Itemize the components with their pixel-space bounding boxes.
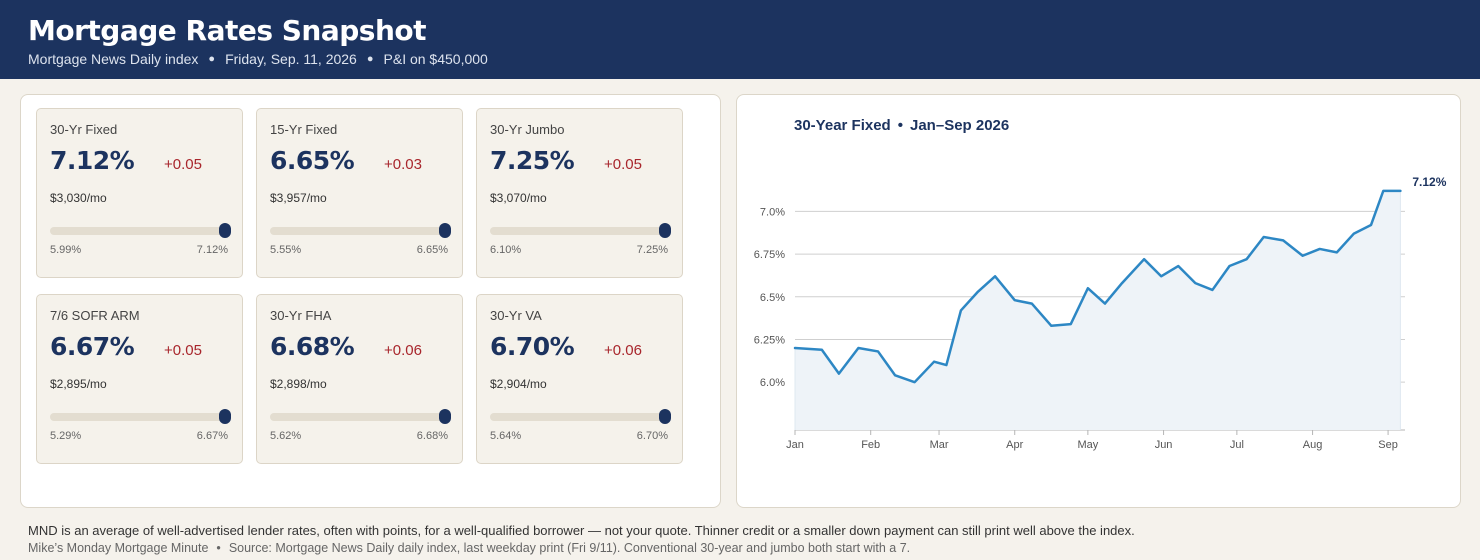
rate-trend-chart: 30-Year Fixed • Jan–Sep 2026 6.0% 6.25% 6.5%… (754, 117, 1447, 451)
page-footer: MND is an average of well-advertised len… (28, 522, 1468, 557)
y-tick-label: 7.0% (760, 206, 785, 218)
card-rate-change: +0.06 (384, 342, 422, 359)
rate-card-7-6-sofr-arm: 7/6 SOFR ARM 6.67% +0.05 $2,895/mo 5.29%… (36, 294, 243, 464)
footer-source-line: Mike’s Monday Mortgage Minute • Source: … (28, 540, 1468, 557)
range-marker (439, 409, 451, 424)
y-tick-label: 6.25% (754, 334, 785, 346)
range-marker (659, 223, 671, 238)
y-tick-label: 6.75% (754, 249, 785, 261)
range-track (270, 409, 451, 424)
rate-card-30yr-va: 30-Yr VA 6.70% +0.06 $2,904/mo 5.64% 6.7… (476, 294, 683, 464)
chart-panel: 30-Year Fixed • Jan–Sep 2026 6.0% 6.25% 6.5%… (736, 94, 1461, 508)
card-monthly-payment: $2,898/mo (270, 377, 327, 391)
card-monthly-payment: $3,957/mo (270, 191, 327, 205)
footer-source: Source: Mortgage News Daily daily index,… (228, 541, 911, 555)
x-tick-label: Aug (1303, 439, 1323, 451)
card-rate-change: +0.03 (384, 156, 422, 173)
range-low-label: 5.99% (50, 244, 82, 256)
card-rate: 7.25% (490, 146, 575, 175)
range-low-label: 5.55% (270, 244, 302, 256)
footer-credit: Mike’s Monday Mortgage Minute (28, 541, 209, 555)
card-rate: 6.65% (270, 146, 355, 175)
x-tick-label: Apr (1006, 439, 1023, 451)
chart-title: 30-Year Fixed • Jan–Sep 2026 (794, 117, 1009, 134)
card-product-name: 30-Yr FHA (270, 308, 332, 323)
card-rate: 6.67% (50, 332, 135, 361)
card-product-name: 30-Yr Fixed (50, 122, 118, 137)
x-tick-label: May (1077, 439, 1098, 451)
end-value-label: 7.12% (1412, 175, 1446, 189)
range-high-label: 7.25% (636, 244, 668, 256)
y-tick-label: 6.5% (760, 292, 785, 304)
range-low-label: 5.62% (270, 430, 302, 442)
x-tick-label: Sep (1378, 439, 1398, 451)
range-high-label: 6.65% (416, 244, 448, 256)
card-monthly-payment: $3,070/mo (490, 191, 547, 205)
loan-basis-label: P&I on $450,000 (383, 51, 488, 67)
page-header: Mortgage Rates Snapshot Mortgage News Da… (0, 0, 1480, 79)
card-monthly-payment: $2,904/mo (490, 377, 547, 391)
range-high-label: 6.70% (636, 430, 668, 442)
series-area-fill (795, 190, 1401, 430)
card-rate: 6.68% (270, 332, 355, 361)
range-marker (219, 409, 231, 424)
rate-card-30yr-fixed: 30-Yr Fixed 7.12% +0.05 $3,030/mo 5.99% … (36, 108, 243, 278)
card-product-name: 15-Yr Fixed (270, 122, 338, 137)
date-label: Friday, Sep. 11, 2026 (225, 51, 357, 67)
rate-card-15yr-fixed: 15-Yr Fixed 6.65% +0.03 $3,957/mo 5.55% … (256, 108, 463, 278)
card-monthly-payment: $2,895/mo (50, 377, 107, 391)
range-high-label: 7.12% (196, 244, 228, 256)
range-low-label: 6.10% (490, 244, 522, 256)
separator-dot: ● (366, 53, 374, 65)
card-product-name: 30-Yr VA (490, 308, 542, 323)
x-tick-label: Jun (1155, 439, 1173, 451)
range-high-label: 6.68% (416, 430, 448, 442)
range-low-label: 5.29% (50, 430, 82, 442)
range-low-label: 5.64% (490, 430, 522, 442)
card-rate-change: +0.05 (164, 156, 202, 173)
card-rate-change: +0.05 (164, 342, 202, 359)
separator-dot: • (216, 541, 221, 555)
x-tick-label: Feb (861, 439, 880, 451)
card-monthly-payment: $3,030/mo (50, 191, 107, 205)
page-title: Mortgage Rates Snapshot (28, 14, 427, 47)
series-line-30yr-fixed (793, 189, 1402, 384)
card-rate: 7.12% (50, 146, 135, 175)
range-high-label: 6.67% (196, 430, 228, 442)
range-marker (439, 223, 451, 238)
range-track (50, 409, 231, 424)
x-tick-label: Jan (786, 439, 804, 451)
range-marker (219, 223, 231, 238)
rate-cards-panel: 30-Yr Fixed 7.12% +0.05 $3,030/mo 5.99% … (20, 94, 721, 508)
card-product-name: 30-Yr Jumbo (490, 122, 565, 137)
range-track (270, 223, 451, 238)
range-track (50, 223, 231, 238)
card-product-name: 7/6 SOFR ARM (50, 308, 140, 323)
chart-plot-area: 6.0% 6.25% 6.5% 6.75% 7.0% Jan Feb Mar Apr May Jun… (754, 175, 1447, 451)
range-track (490, 409, 671, 424)
rate-card-30yr-fha: 30-Yr FHA 6.68% +0.06 $2,898/mo 5.62% 6.… (256, 294, 463, 464)
separator-dot: ● (208, 53, 216, 65)
page-subtitle: Mortgage News Daily index ● Friday, Sep.… (28, 51, 1452, 67)
card-rate-change: +0.05 (604, 156, 642, 173)
source-label: Mortgage News Daily index (28, 51, 199, 67)
footer-note: MND is an average of well-advertised len… (28, 523, 1135, 538)
range-track (490, 223, 671, 238)
x-tick-label: Mar (930, 439, 949, 451)
range-marker (659, 409, 671, 424)
card-rate: 6.70% (490, 332, 575, 361)
y-tick-label: 6.0% (760, 377, 785, 389)
rate-card-30yr-jumbo: 30-Yr Jumbo 7.25% +0.05 $3,070/mo 6.10% … (476, 108, 683, 278)
card-rate-change: +0.06 (604, 342, 642, 359)
x-tick-label: Jul (1230, 439, 1244, 451)
